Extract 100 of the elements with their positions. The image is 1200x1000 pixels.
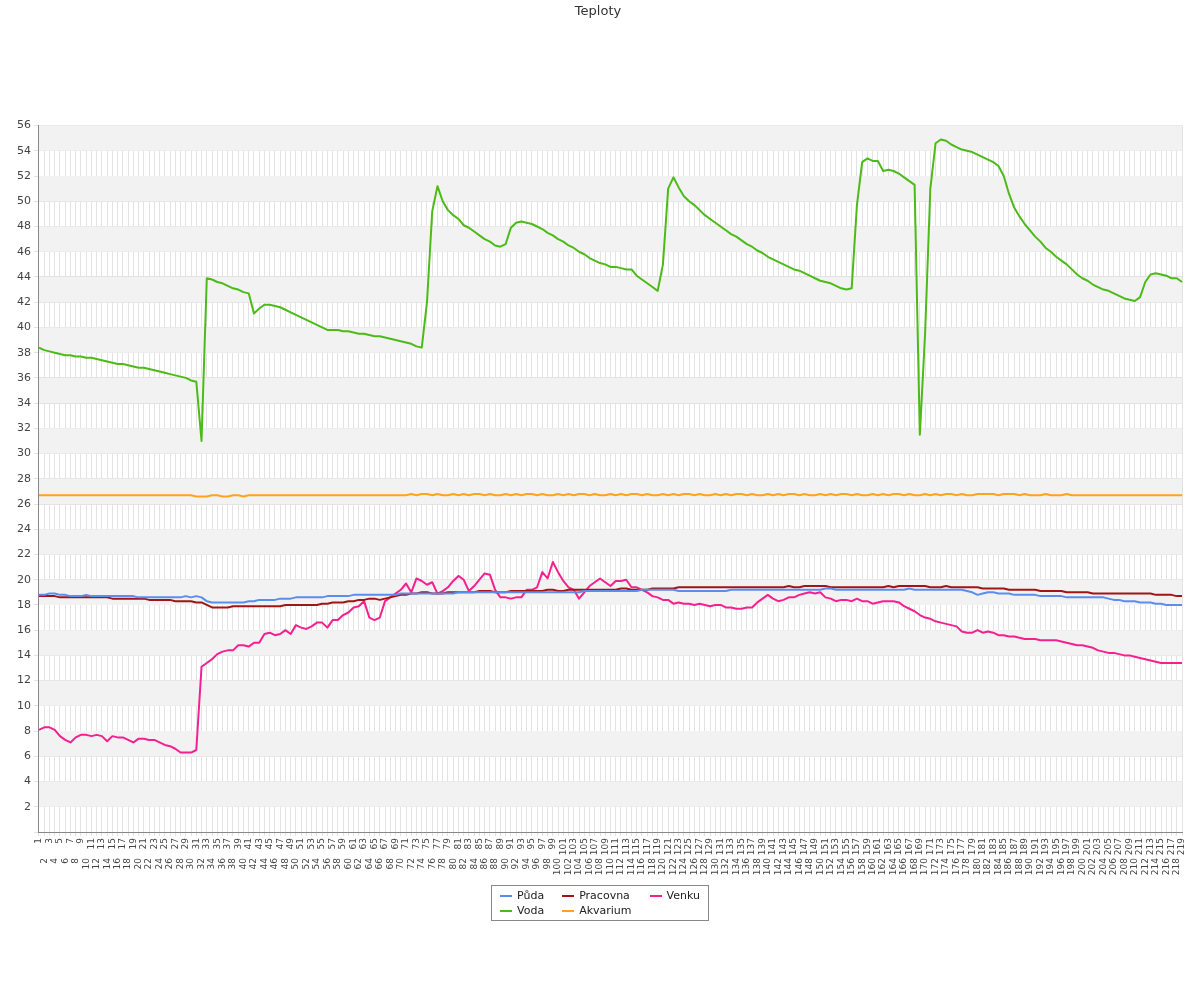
x-tick-label: 209 (1123, 837, 1134, 856)
x-tick-label: 114 (625, 857, 636, 876)
x-tick-label: 2 (38, 858, 49, 864)
x-tick-label: 116 (636, 857, 647, 876)
x-tick-label: 38 (227, 857, 238, 870)
x-tick-label: 26 (164, 857, 175, 870)
x-tick-label: 212 (1139, 858, 1150, 876)
x-tick-label: 82 (458, 858, 469, 870)
x-tick-label: 170 (919, 857, 930, 876)
x-tick-label: 126 (688, 857, 699, 876)
x-tick-label: 153 (830, 838, 841, 856)
y-tick-label: 20 (17, 572, 31, 586)
x-tick-label: 97 (536, 838, 547, 850)
chart-title: Teploty (573, 3, 622, 19)
x-tick-label: 78 (437, 857, 448, 870)
x-tick-label: 81 (452, 838, 463, 850)
x-tick-label: 181 (977, 838, 988, 856)
x-tick-label: 107 (589, 838, 600, 856)
x-tick-label: 155 (840, 838, 851, 856)
y-tick-label: 40 (17, 320, 31, 334)
x-tick-label: 203 (1092, 838, 1103, 856)
x-tick-label: 174 (940, 857, 951, 876)
x-tick-label: 202 (1087, 858, 1098, 876)
x-tick-label: 106 (583, 857, 594, 876)
x-tick-label: 123 (673, 838, 683, 856)
x-tick-label: 152 (825, 858, 836, 876)
x-tick-label: 139 (756, 837, 767, 856)
x-tick-label: 130 (709, 857, 720, 876)
x-tick-label: 3 (43, 838, 54, 844)
x-tick-label: 142 (772, 858, 783, 876)
x-tick-label: 115 (631, 838, 642, 856)
y-tick-label: 12 (17, 673, 31, 687)
x-tick-label: 61 (347, 838, 358, 850)
x-tick-label: 117 (641, 838, 652, 856)
x-tick-label: 175 (945, 838, 956, 856)
x-tick-label: 143 (777, 838, 788, 856)
x-tick-label: 129 (704, 837, 715, 856)
x-tick-label: 48 (279, 857, 290, 870)
x-tick-label: 160 (867, 857, 877, 876)
x-tick-label: 109 (599, 837, 610, 856)
x-tick-label: 83 (463, 838, 474, 850)
x-tick-label: 128 (699, 857, 710, 876)
x-tick-label: 60 (342, 857, 353, 870)
x-tick-label: 207 (1113, 838, 1124, 856)
x-tick-label: 19 (127, 837, 138, 850)
x-tick-label: 163 (882, 838, 893, 856)
x-tick-label: 44 (258, 857, 269, 870)
x-tick-label: 138 (751, 857, 762, 876)
x-tick-label: 36 (216, 857, 227, 870)
x-tick-label: 96 (531, 857, 542, 870)
x-tick-label: 103 (568, 838, 579, 856)
x-tick-label: 53 (305, 838, 316, 850)
x-tick-label: 110 (604, 857, 615, 876)
legend-label: Pracovna (579, 889, 630, 902)
x-tick-label: 167 (903, 838, 914, 856)
x-tick-label: 156 (846, 857, 857, 876)
x-tick-label: 6 (59, 857, 70, 864)
x-tick-label: 90 (499, 857, 510, 870)
x-tick-label: 204 (1097, 857, 1108, 876)
x-tick-label: 159 (861, 837, 872, 856)
x-tick-label: 168 (908, 857, 919, 876)
x-tick-label: 63 (358, 838, 369, 850)
x-tick-label: 89 (494, 837, 505, 850)
x-tick-label: 177 (956, 838, 967, 856)
x-tick-label: 4 (49, 857, 60, 864)
x-tick-label: 199 (1071, 837, 1082, 856)
y-tick-label: 36 (17, 370, 31, 384)
x-tick-label: 214 (1150, 857, 1161, 876)
x-tick-label: 51 (295, 838, 306, 850)
x-tick-label: 50 (290, 857, 301, 870)
x-tick-label: 49 (285, 837, 296, 850)
x-tick-label: 17 (117, 838, 128, 850)
x-tick-label: 150 (814, 857, 825, 876)
x-tick-label: 85 (473, 838, 484, 850)
y-tick-label: 44 (17, 269, 31, 283)
y-tick-label: 2 (24, 799, 31, 813)
x-tick-label: 147 (798, 838, 809, 856)
x-tick-label: 194 (1045, 857, 1056, 876)
x-tick-label: 42 (248, 858, 259, 870)
x-tick-label: 176 (950, 857, 961, 876)
x-tick-label: 113 (620, 838, 631, 856)
x-tick-label: 133 (725, 838, 736, 856)
x-tick-label: 5 (54, 838, 65, 844)
x-tick-label: 21 (138, 838, 149, 850)
x-tick-label: 87 (484, 838, 495, 850)
x-tick-label: 98 (541, 857, 552, 870)
x-tick-label: 16 (111, 857, 122, 870)
x-tick-label: 196 (1055, 857, 1066, 876)
x-tick-label: 122 (667, 858, 678, 876)
x-tick-label: 25 (159, 838, 170, 850)
x-tick-label: 101 (557, 838, 568, 856)
legend-label: Venku (666, 889, 700, 902)
x-tick-label: 29 (180, 837, 191, 850)
y-tick-label: 38 (17, 345, 31, 359)
x-tick-label: 183 (987, 838, 998, 856)
x-tick-label: 162 (877, 858, 888, 876)
x-tick-label: 43 (253, 838, 264, 850)
x-tick-label: 20 (132, 857, 143, 870)
x-tick-label: 47 (274, 838, 285, 850)
x-tick-label: 1 (33, 838, 44, 844)
